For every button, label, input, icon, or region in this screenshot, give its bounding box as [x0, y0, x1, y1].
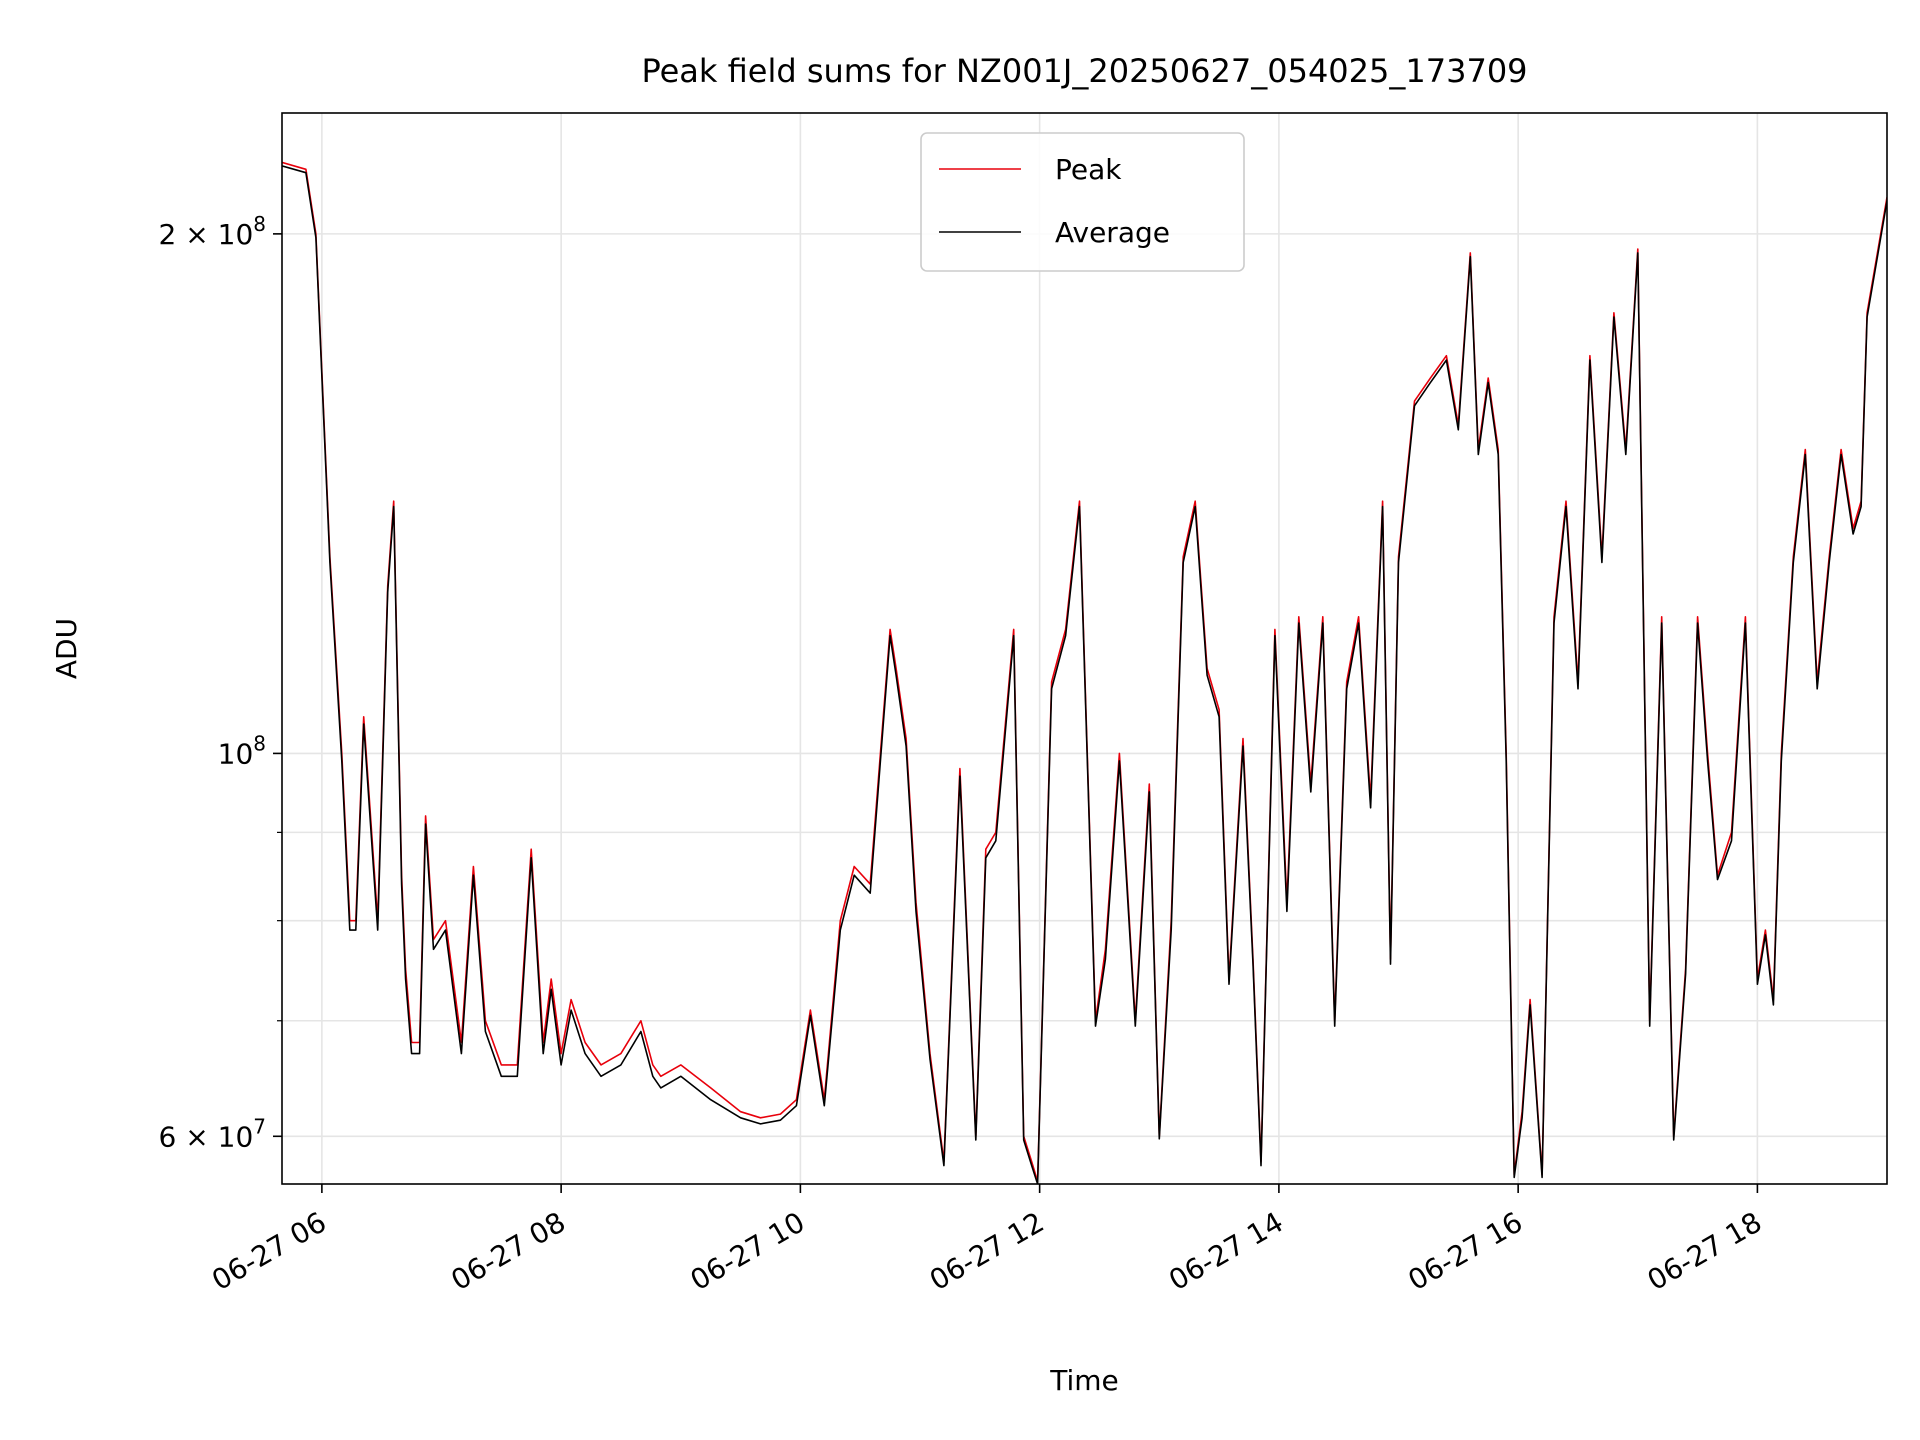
y-tick-label: 108 [218, 731, 266, 770]
legend-box [920, 132, 1245, 272]
plot-series [282, 161, 1887, 1184]
y-tick-label: 2 × 108 [159, 212, 266, 251]
legend-label-average: Average [1055, 216, 1170, 249]
x-axis-label: Time [1049, 1364, 1119, 1397]
y-axis-label: ADU [50, 618, 83, 679]
chart-title: Peak field sums for NZ001J_20250627_0540… [641, 52, 1527, 90]
series-line-average [282, 165, 1887, 1184]
legend-label-peak: Peak [1055, 153, 1122, 186]
legend: Peak Average [920, 132, 1245, 272]
y-tick-label: 6 × 107 [159, 1114, 266, 1153]
plot-frame [281, 112, 1888, 1185]
